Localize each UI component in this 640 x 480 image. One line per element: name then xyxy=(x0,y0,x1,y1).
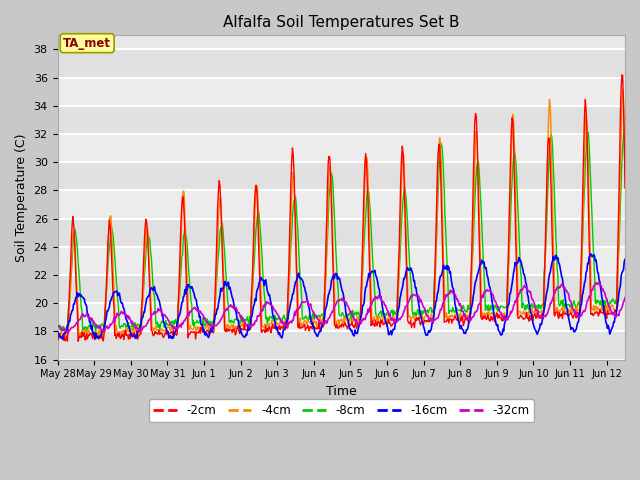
Bar xyxy=(58,191,625,219)
Bar xyxy=(58,219,625,247)
X-axis label: Time: Time xyxy=(326,385,356,398)
Bar xyxy=(58,49,625,78)
Bar xyxy=(58,134,625,162)
Title: Alfalfa Soil Temperatures Set B: Alfalfa Soil Temperatures Set B xyxy=(223,15,460,30)
Text: TA_met: TA_met xyxy=(63,36,111,50)
Bar xyxy=(58,332,625,360)
Bar xyxy=(58,303,625,332)
Bar xyxy=(58,106,625,134)
Bar xyxy=(58,247,625,275)
Legend: -2cm, -4cm, -8cm, -16cm, -32cm: -2cm, -4cm, -8cm, -16cm, -32cm xyxy=(148,399,534,422)
Bar xyxy=(58,275,625,303)
Y-axis label: Soil Temperature (C): Soil Temperature (C) xyxy=(15,133,28,262)
Bar xyxy=(58,162,625,191)
Bar xyxy=(58,78,625,106)
